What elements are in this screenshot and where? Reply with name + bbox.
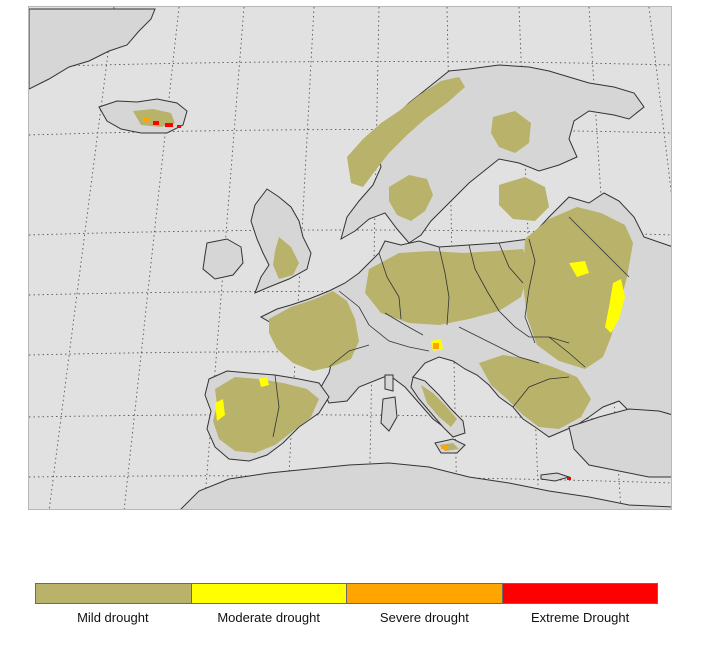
mild-turkey-west bbox=[543, 391, 577, 419]
mild-italy bbox=[421, 385, 457, 427]
mild-france bbox=[269, 291, 359, 371]
legend-label-severe: Severe drought bbox=[379, 610, 469, 625]
mild-baltics bbox=[499, 177, 549, 221]
sardinia bbox=[380, 396, 398, 432]
severe-iceland bbox=[143, 117, 149, 121]
mild-finland bbox=[491, 111, 531, 153]
mild-britain bbox=[273, 237, 299, 279]
drought-legend: Mild drought Moderate drought Severe dro… bbox=[35, 583, 658, 625]
greenland-coast bbox=[29, 8, 156, 90]
corsica bbox=[384, 374, 394, 392]
moderate-ukraine-north bbox=[569, 261, 589, 277]
legend-labels: Mild drought Moderate drought Severe dro… bbox=[35, 610, 658, 625]
moderate-ukraine-east bbox=[605, 279, 625, 333]
extreme-iceland-3 bbox=[177, 125, 181, 128]
legend-swatch-mild bbox=[36, 584, 192, 603]
europe-map-canvas bbox=[29, 7, 671, 509]
anatolia bbox=[568, 408, 671, 478]
drought-extreme-areas bbox=[153, 121, 571, 480]
severe-alps bbox=[433, 343, 439, 349]
legend-swatch-extreme bbox=[502, 584, 657, 603]
severe-sicily bbox=[441, 445, 447, 449]
mild-iberia bbox=[213, 377, 319, 453]
extreme-crete bbox=[567, 477, 571, 480]
mild-sweden-south bbox=[389, 175, 433, 221]
drought-severe-areas bbox=[143, 117, 447, 449]
drought-map bbox=[28, 6, 672, 510]
legend-label-moderate: Moderate drought bbox=[217, 610, 320, 625]
crete bbox=[540, 472, 571, 482]
drought-mild-areas bbox=[133, 77, 633, 453]
mild-eastern-europe bbox=[523, 207, 633, 369]
legend-swatch-severe bbox=[347, 584, 503, 603]
ireland bbox=[202, 238, 244, 280]
extreme-iceland-1 bbox=[153, 121, 159, 125]
extreme-iceland-2 bbox=[165, 123, 173, 127]
legend-label-extreme: Extreme Drought bbox=[530, 610, 630, 625]
mild-scandinavia bbox=[347, 77, 465, 187]
mild-iceland bbox=[133, 109, 175, 127]
country-borders bbox=[272, 216, 630, 438]
legend-swatch-moderate bbox=[191, 584, 347, 603]
legend-label-mild: Mild drought bbox=[77, 610, 149, 625]
moderate-iberia-south bbox=[259, 377, 269, 387]
north-africa bbox=[180, 462, 671, 509]
moderate-portugal bbox=[215, 399, 225, 421]
drought-moderate-areas bbox=[215, 261, 625, 421]
legend-colorbar bbox=[35, 583, 658, 604]
